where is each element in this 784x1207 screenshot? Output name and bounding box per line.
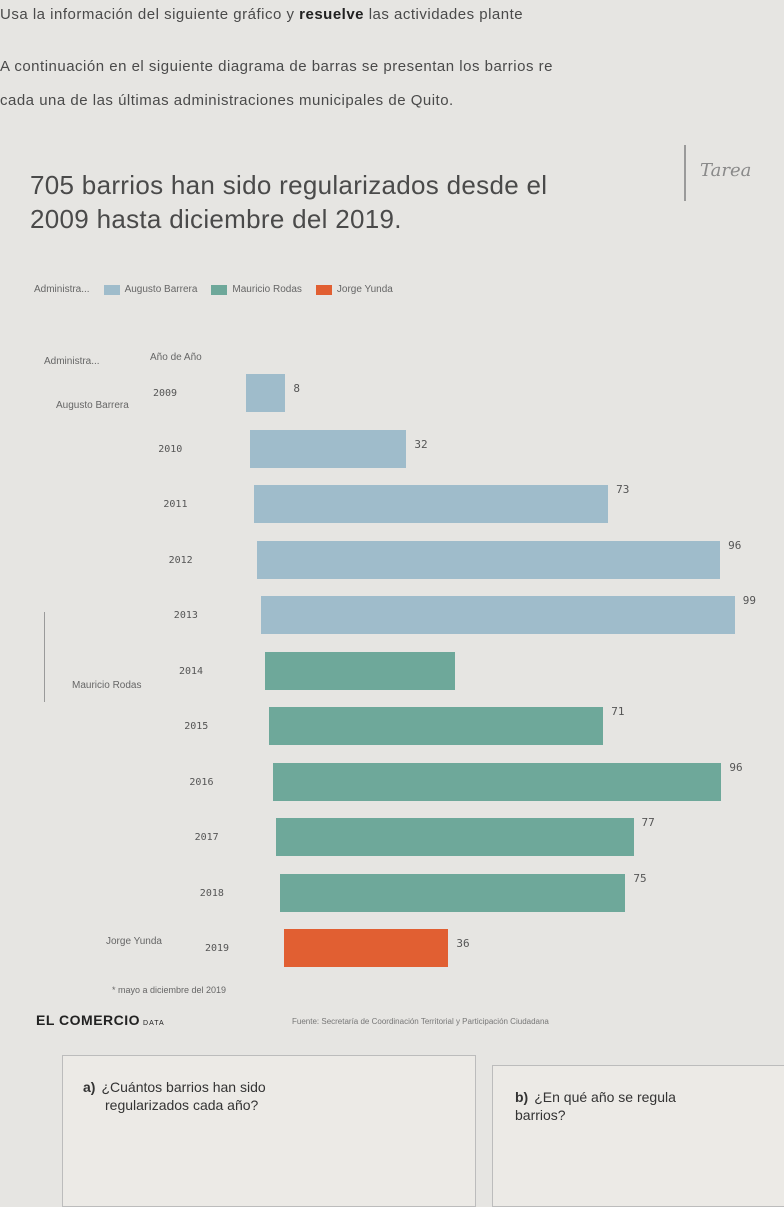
question-b-line2: barrios?: [515, 1107, 566, 1123]
question-b: b) ¿En qué año se regula barrios?: [493, 1066, 784, 1124]
value-label-2016: 96: [729, 760, 743, 774]
brand-sub: DATA: [143, 1020, 165, 1027]
legend-label-barrera: Augusto Barrera: [124, 284, 198, 295]
year-label-2013: 2013: [173, 610, 198, 621]
year-label-2011: 2011: [163, 499, 188, 510]
value-label-2015: 71: [611, 705, 625, 718]
column-header-year: Año de Año: [150, 352, 202, 363]
question-b-line1: ¿En qué año se regula: [534, 1089, 676, 1105]
question-b-letter: b): [515, 1089, 529, 1105]
bar-2012: [257, 540, 721, 579]
legend-label-yunda: Jorge Yunda: [336, 284, 393, 295]
question-box-a: a) ¿Cuántos barrios han sido regularizado…: [62, 1055, 476, 1207]
legend-title: Administra...: [34, 284, 90, 295]
column-header-admin: Administra...: [44, 356, 100, 367]
value-label-2011: 73: [616, 483, 630, 496]
question-a-letter: a): [83, 1079, 96, 1095]
chart-title: 705 barrios han sido regularizados desde…: [30, 170, 548, 234]
header-line-2: A continuación en el siguiente diagrama …: [0, 58, 553, 75]
bar-2014: [265, 651, 455, 690]
year-label-2014: 2014: [179, 665, 204, 677]
value-label-2018: 75: [633, 871, 647, 885]
legend-item-rodas: Mauricio Rodas: [211, 284, 302, 295]
bar-2011: [253, 485, 609, 523]
chart-legend: Administra... Augusto Barrera Mauricio R…: [34, 284, 393, 295]
header-line-1: Usa la información del siguiente gráfico…: [0, 6, 523, 23]
group-bracket-line: [44, 612, 45, 702]
source-note: Fuente: Secretaría de Coordinación Terri…: [292, 1017, 549, 1026]
admin-label-barrera: Augusto Barrera: [56, 400, 129, 411]
bar-2009: [246, 374, 286, 412]
year-label-2016: 2016: [189, 776, 214, 788]
legend-label-rodas: Mauricio Rodas: [232, 284, 302, 295]
question-a-line1: ¿Cuántos barrios han sido: [101, 1079, 266, 1095]
handwritten-note: Tarea: [700, 160, 752, 181]
admin-label-yunda: Jorge Yunda: [106, 936, 162, 947]
header-line-1-part-a: Usa la información del siguiente gráfico…: [0, 6, 300, 23]
value-label-2017: 77: [641, 816, 655, 829]
bar-2019: [284, 929, 449, 967]
value-label-2009: 8: [293, 382, 301, 395]
question-a: a) ¿Cuántos barrios han sido regularizado…: [63, 1056, 475, 1114]
header-line-1-emphasis: resuelve: [299, 6, 365, 23]
bar-2018: [280, 873, 626, 912]
year-label-2012: 2012: [168, 554, 193, 566]
year-label-2018: 2018: [199, 887, 224, 899]
value-label-2010: 32: [414, 437, 428, 451]
question-a-line2: regularizados cada año?: [105, 1097, 259, 1113]
legend-swatch-barrera: [103, 284, 120, 295]
bar-2015: [268, 707, 604, 745]
bar-2016: [272, 762, 722, 801]
legend-swatch-yunda: [315, 284, 332, 295]
admin-label-rodas: Mauricio Rodas: [72, 680, 142, 691]
year-label-2015: 2015: [184, 721, 209, 732]
year-label-2017: 2017: [194, 832, 219, 843]
brand-name: EL COMERCIO: [36, 1012, 141, 1028]
year-label-2019: 2019: [205, 943, 230, 954]
margin-mark: [684, 145, 686, 201]
chart-footnote: * mayo a diciembre del 2019: [112, 985, 227, 995]
bar-2013: [261, 596, 735, 634]
header-line-3: cada una de las últimas administraciones…: [0, 92, 454, 109]
value-label-2013: 99: [742, 594, 757, 607]
bar-2017: [276, 818, 634, 856]
bar-2010: [249, 429, 407, 468]
question-box-b: b) ¿En qué año se regula barrios?: [492, 1065, 784, 1207]
legend-swatch-rodas: [211, 284, 228, 295]
value-label-2012: 96: [728, 538, 742, 552]
brand-logo: EL COMERCIO DATA: [36, 1012, 165, 1028]
year-label-2010: 2010: [158, 443, 183, 455]
legend-item-yunda: Jorge Yunda: [315, 284, 393, 295]
header-line-1-part-c: las actividades plante: [364, 6, 524, 23]
value-label-2019: 36: [456, 937, 470, 950]
year-label-2009: 2009: [153, 388, 178, 399]
legend-item-barrera: Augusto Barrera: [103, 284, 198, 295]
